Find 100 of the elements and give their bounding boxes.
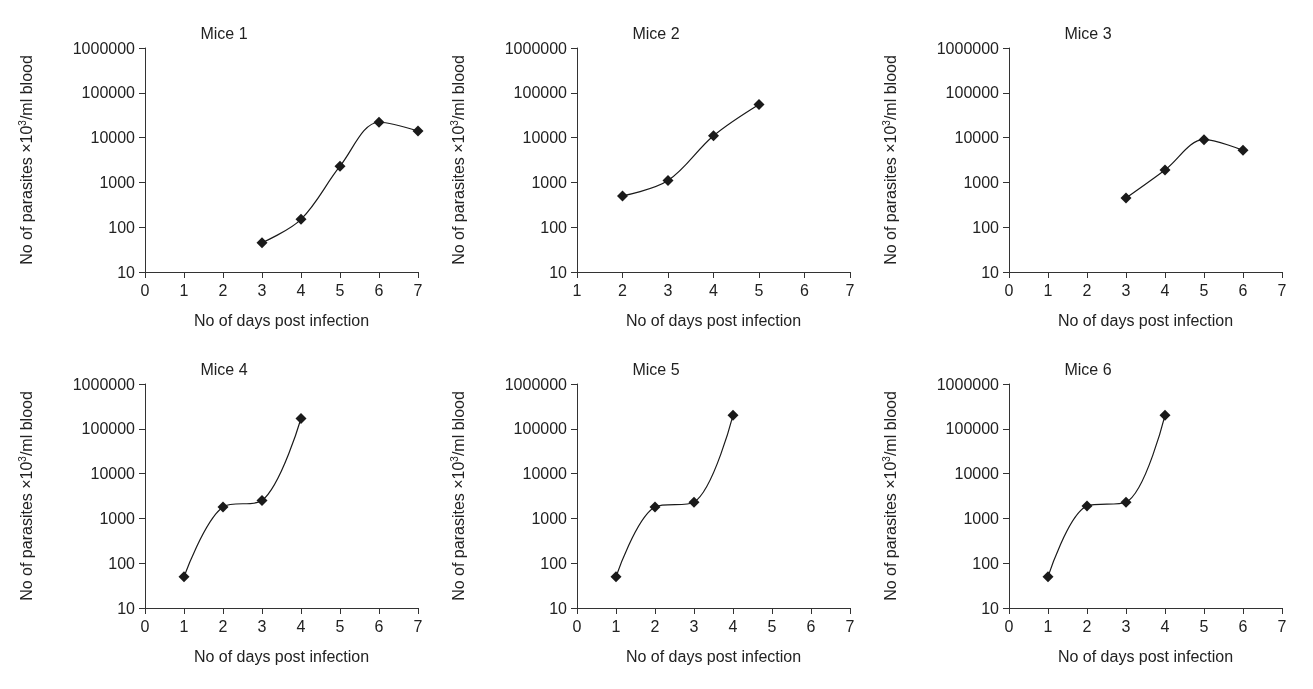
x-tick-label: 1: [179, 281, 189, 299]
x-axis-title: No of days post infection: [625, 311, 802, 329]
x-axis-title: No of days post infection: [1057, 311, 1234, 329]
x-tick-label: 6: [374, 617, 384, 635]
x-tick-label: 4: [1160, 617, 1170, 635]
point: [1198, 134, 1210, 146]
point: [617, 190, 628, 202]
point: [1081, 500, 1093, 512]
point: [1042, 571, 1054, 583]
x-tick-label: 6: [1238, 281, 1248, 299]
y-tick-label: 100: [540, 218, 568, 236]
x-tick-label: 7: [845, 281, 855, 299]
point: [256, 495, 268, 507]
x-tick-label: 7: [1277, 617, 1287, 635]
chart-title: Mice 1: [200, 24, 248, 42]
y-axis-title: No of parasites ×103/ml blood: [880, 55, 899, 265]
x-tick-label: 1: [1043, 617, 1053, 635]
chart-title: Mice 5: [632, 360, 680, 378]
chart-title: Mice 6: [1064, 360, 1112, 378]
point: [708, 130, 719, 142]
y-tick-label: 1000: [963, 509, 1000, 527]
y-tick-label: 100000: [513, 420, 568, 438]
x-axis-title: No of days post infection: [193, 647, 370, 665]
y-tick-label: 10000: [90, 129, 136, 147]
y-tick-label: 1000000: [504, 375, 568, 393]
x-tick-label: 4: [728, 617, 738, 635]
point: [178, 571, 190, 583]
x-tick-label: 2: [1082, 617, 1092, 635]
x-tick-label: 6: [800, 281, 810, 299]
point: [688, 496, 700, 508]
x-tick-label: 4: [296, 281, 306, 299]
point: [662, 175, 674, 187]
y-tick-label: 100000: [513, 84, 568, 102]
y-tick-label: 100: [108, 218, 136, 236]
y-tick-label: 100000: [945, 84, 1000, 102]
y-tick-label: 10: [549, 599, 568, 617]
x-tick-label: 4: [296, 617, 306, 635]
y-tick-label: 100: [108, 554, 136, 572]
x-axis-title: No of days post infection: [1057, 647, 1234, 665]
y-tick-label: 100: [972, 218, 1000, 236]
x-tick-label: 2: [618, 281, 628, 299]
x-tick-label: 1: [572, 281, 582, 299]
point: [1120, 192, 1132, 204]
y-axis-title: No of parasites ×103/ml blood: [448, 391, 467, 601]
chart-title: Mice 2: [632, 24, 680, 42]
y-tick-label: 10000: [522, 129, 568, 147]
x-tick-label: 3: [257, 617, 267, 635]
y-tick-label: 1000000: [504, 39, 568, 57]
y-tick-label: 10000: [954, 465, 1000, 483]
y-tick-label: 10: [981, 599, 1000, 617]
x-tick-label: 2: [218, 617, 228, 635]
y-tick-label: 1000: [99, 173, 136, 191]
point: [649, 501, 661, 513]
point: [412, 125, 424, 137]
x-tick-label: 3: [689, 617, 699, 635]
y-tick-label: 100: [972, 554, 1000, 572]
x-tick-label: 4: [1160, 281, 1170, 299]
chart-title: Mice 3: [1064, 24, 1112, 42]
y-tick-label: 100000: [81, 84, 136, 102]
x-tick-label: 6: [806, 617, 816, 635]
y-tick-label: 100000: [81, 420, 136, 438]
x-tick-label: 7: [413, 617, 423, 635]
point: [1159, 409, 1171, 421]
y-tick-label: 1000000: [936, 375, 1000, 393]
point: [753, 98, 765, 110]
x-tick-label: 1: [179, 617, 189, 635]
point: [1120, 496, 1132, 508]
x-tick-label: 0: [140, 617, 150, 635]
point: [334, 160, 346, 172]
x-tick-label: 2: [650, 617, 660, 635]
x-tick-label: 0: [140, 281, 150, 299]
y-tick-label: 1000: [531, 173, 568, 191]
x-tick-label: 5: [754, 281, 764, 299]
y-axis-title: No of parasites ×103/ml blood: [448, 55, 467, 265]
y-tick-label: 1000000: [72, 375, 136, 393]
x-tick-label: 5: [335, 617, 345, 635]
y-tick-label: 10000: [90, 465, 136, 483]
y-tick-label: 100: [540, 554, 568, 572]
x-tick-label: 7: [845, 617, 855, 635]
y-tick-label: 10000: [522, 465, 568, 483]
point: [610, 571, 622, 583]
y-tick-label: 10: [981, 263, 1000, 281]
x-tick-label: 5: [335, 281, 345, 299]
point: [1159, 164, 1171, 176]
x-tick-label: 1: [1043, 281, 1053, 299]
point: [1237, 144, 1249, 156]
x-tick-label: 3: [1121, 281, 1131, 299]
y-axis-title: No of parasites ×103/ml blood: [880, 391, 899, 601]
point: [727, 409, 739, 421]
point: [295, 412, 307, 424]
x-tick-label: 0: [1004, 617, 1014, 635]
y-tick-label: 1000: [531, 509, 568, 527]
y-tick-label: 1000: [99, 509, 136, 527]
y-tick-label: 10000: [954, 129, 1000, 147]
x-axis-title: No of days post infection: [193, 311, 370, 329]
x-axis-title: No of days post infection: [625, 647, 802, 665]
x-tick-label: 0: [572, 617, 582, 635]
y-tick-label: 10: [117, 263, 136, 281]
x-tick-label: 5: [1199, 281, 1209, 299]
point: [373, 116, 385, 128]
